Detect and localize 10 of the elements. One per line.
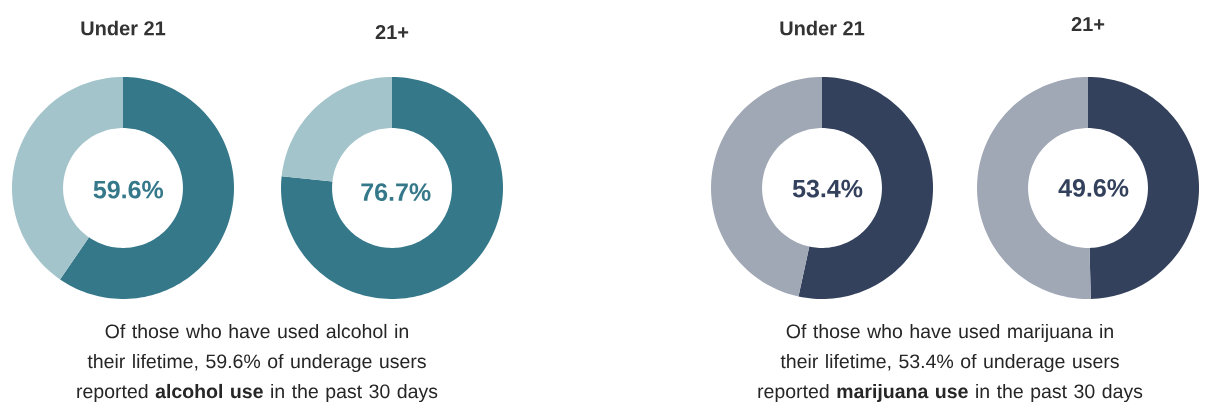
chart-title: 21+ [1071, 17, 1105, 31]
chart-title: 21+ [375, 25, 409, 39]
chart-title: Under 21 [81, 20, 166, 36]
data-label: 76.7% [361, 183, 431, 201]
chart-title: Under 21 [780, 20, 865, 36]
text: Of those who have used alcohol in their lifetime, 59.6% of underage users reported alcohol use in the past 30 days [77, 323, 438, 403]
data-label: 53.4% [792, 179, 863, 198]
data-label: 59.6% [93, 180, 164, 199]
data-label: 49.6% [1058, 179, 1129, 197]
text: Of those who have used marijuana in their lifetime, 53.4% of underage users reported marijuana use in the past 30 days [758, 323, 1143, 403]
